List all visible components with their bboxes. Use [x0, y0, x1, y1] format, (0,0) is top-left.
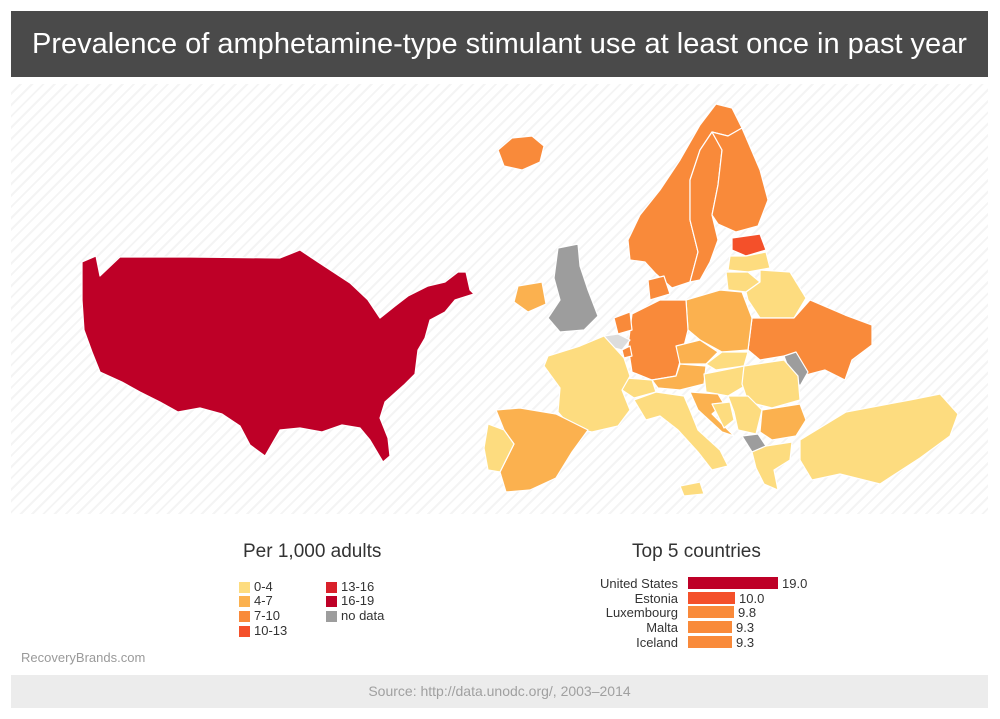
country-czechia[interactable] — [675, 339, 719, 365]
country-france[interactable] — [543, 335, 631, 433]
country-netherlands[interactable] — [613, 311, 633, 335]
country-iceland[interactable] — [497, 135, 545, 171]
legend-item: 13-16 — [326, 580, 374, 594]
legend-label: 0-4 — [254, 579, 273, 594]
country-portugal[interactable] — [483, 423, 515, 473]
country-ireland[interactable] — [513, 281, 547, 313]
bar-value-label: 9.3 — [736, 620, 755, 635]
bar-country-label: Luxembourg — [605, 605, 678, 620]
legend-swatch — [239, 611, 250, 623]
legend-item: 4-7 — [239, 594, 273, 608]
brand-text: RecoveryBrands.com — [21, 650, 146, 665]
legend-item: 7-10 — [239, 609, 280, 623]
legend-title: Per 1,000 adults — [243, 541, 382, 562]
country-denmark[interactable] — [647, 275, 671, 301]
legend-swatch — [239, 596, 250, 608]
bar-rect — [688, 577, 778, 589]
legend-swatch — [326, 611, 337, 623]
legend-item: no data — [326, 609, 384, 623]
chart-title: Prevalence of amphetamine-type stimulant… — [11, 11, 988, 77]
top5-title: Top 5 countries — [632, 541, 761, 562]
legend-item: 0-4 — [239, 580, 273, 594]
country-bosnia[interactable] — [711, 401, 735, 429]
bar-country-label: Iceland — [636, 635, 678, 650]
bar-value-label: 10.0 — [739, 591, 765, 606]
legend-item: 10-13 — [239, 624, 287, 638]
bar-rect — [688, 592, 735, 604]
country-bulgaria[interactable] — [759, 403, 807, 441]
legend-swatch — [326, 596, 337, 608]
bar-value-label: 9.8 — [738, 605, 757, 620]
country-estonia[interactable] — [731, 233, 767, 257]
legend-swatch — [239, 582, 250, 594]
legend-swatch — [239, 626, 250, 638]
legend-swatch — [326, 582, 337, 594]
bar-rect — [688, 636, 732, 648]
map-svg — [81, 103, 959, 497]
country-italy[interactable] — [633, 391, 729, 471]
legend-label: 10-13 — [254, 623, 288, 638]
country-ukraine[interactable] — [747, 299, 873, 381]
country-slovakia[interactable] — [705, 351, 749, 371]
legend-label: no data — [341, 608, 385, 623]
bar-country-label: Estonia — [634, 591, 678, 606]
bar-value-label: 19.0 — [782, 576, 808, 591]
legend-label: 16-19 — [341, 593, 375, 608]
legend-label: 13-16 — [341, 579, 375, 594]
source-text: Source: http://data.unodc.org/, 2003–201… — [11, 675, 988, 708]
country-latvia[interactable] — [727, 251, 771, 273]
legend-item: 16-19 — [326, 594, 374, 608]
country-finland[interactable] — [711, 127, 769, 233]
country-turkey[interactable] — [799, 393, 959, 485]
country-hungary[interactable] — [703, 365, 749, 397]
country-greece[interactable] — [751, 441, 793, 491]
country-united-kingdom[interactable] — [547, 243, 599, 333]
country-luxembourg[interactable] — [621, 345, 633, 359]
map-area — [11, 84, 988, 514]
bar-country-label: United States — [599, 576, 678, 591]
country-germany[interactable] — [627, 299, 689, 381]
country-poland[interactable] — [685, 289, 753, 353]
country-united-states[interactable] — [81, 249, 475, 463]
bar-rect — [688, 621, 732, 633]
bar-country-label: Malta — [646, 620, 678, 635]
italy-sicily[interactable] — [679, 481, 705, 497]
country-romania[interactable] — [741, 359, 801, 409]
legend-label: 7-10 — [254, 608, 281, 623]
bar-rect — [688, 606, 734, 618]
bar-value-label: 9.3 — [736, 635, 755, 650]
legend-label: 4-7 — [254, 593, 273, 608]
